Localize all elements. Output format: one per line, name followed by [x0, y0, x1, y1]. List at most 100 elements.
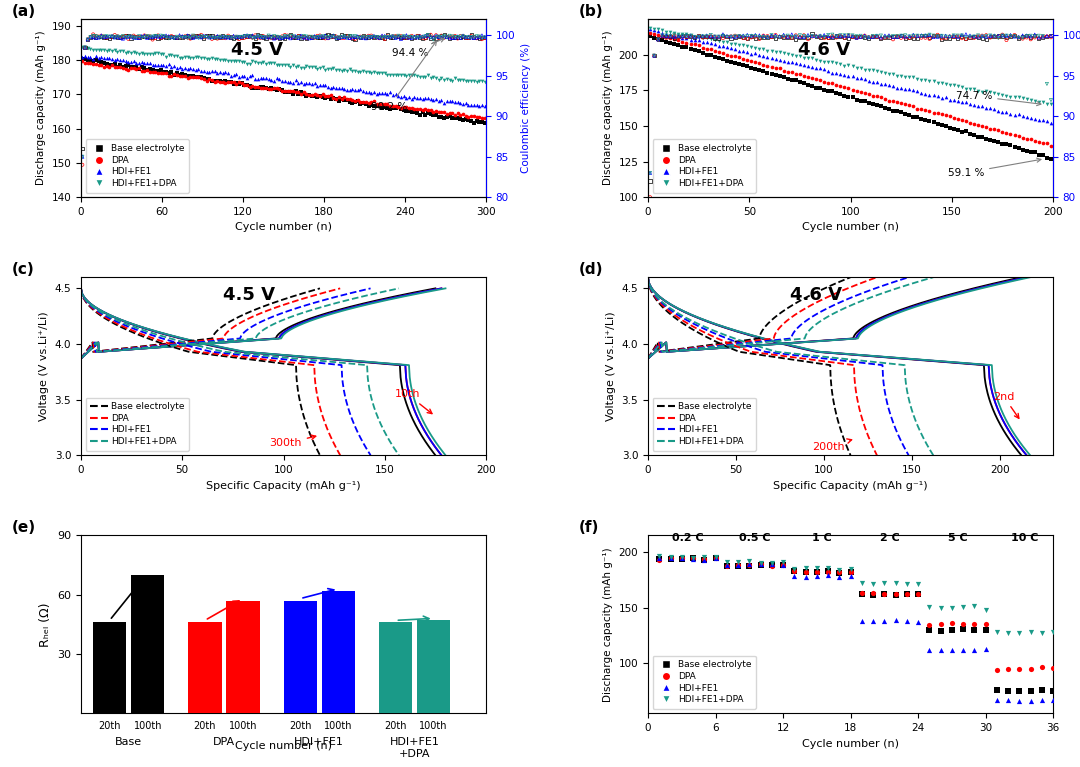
Point [419, 29, 436, 41]
Point [451, 74, 469, 87]
Point [320, 81, 337, 93]
Point [171, 31, 188, 43]
Point [154, 31, 172, 43]
Point [419, 104, 436, 116]
Point [289, 31, 307, 44]
Point [1022, 31, 1039, 44]
Point [392, 33, 409, 45]
Point [244, 31, 261, 44]
Point [779, 73, 796, 85]
Point [1035, 97, 1052, 109]
Point [136, 30, 153, 42]
Point [111, 44, 129, 57]
Point [681, 30, 699, 42]
Point [901, 84, 918, 96]
Point [795, 77, 812, 90]
Point [853, 588, 870, 600]
Point [678, 38, 696, 50]
Point [1038, 30, 1055, 42]
Point [739, 29, 756, 41]
Point [462, 110, 480, 122]
Point [957, 33, 974, 45]
Point [379, 30, 396, 42]
Point [933, 30, 950, 42]
Point [783, 28, 800, 41]
Point [322, 89, 339, 101]
Point [168, 31, 186, 43]
Point [729, 556, 746, 568]
Point [333, 32, 350, 44]
Point [411, 103, 429, 115]
Point [343, 31, 361, 44]
Point [811, 55, 828, 67]
Point [755, 31, 772, 44]
Point [260, 84, 278, 96]
Point [417, 30, 434, 42]
Point [468, 76, 485, 88]
Point [387, 102, 404, 114]
Point [727, 38, 744, 50]
Point [322, 31, 339, 44]
Point [873, 31, 890, 44]
Point [401, 105, 418, 117]
Point [698, 36, 715, 48]
Point [219, 67, 237, 80]
Point [120, 46, 137, 58]
Point [815, 29, 833, 41]
Point [460, 31, 477, 43]
Point [1042, 31, 1059, 44]
Text: 4.6 V: 4.6 V [798, 41, 850, 59]
X-axis label: Cycle number (n): Cycle number (n) [802, 222, 899, 232]
Point [698, 48, 715, 61]
Point [228, 31, 245, 43]
Text: 4.5 V: 4.5 V [222, 286, 274, 304]
Point [338, 94, 355, 107]
Point [181, 31, 199, 43]
Point [937, 32, 955, 44]
Point [471, 31, 488, 43]
Point [152, 32, 170, 44]
Point [268, 31, 285, 44]
Point [181, 52, 199, 64]
Point [730, 30, 747, 42]
Point [127, 30, 145, 42]
Point [401, 69, 418, 81]
Point [84, 30, 102, 42]
Point [961, 31, 978, 44]
Point [241, 81, 258, 93]
Point [795, 31, 812, 44]
Point [723, 50, 740, 62]
Text: 59.1 %: 59.1 % [948, 158, 1041, 178]
Point [649, 29, 666, 41]
Point [384, 69, 402, 81]
Point [406, 31, 423, 44]
Point [357, 32, 375, 44]
Point [357, 31, 375, 44]
Point [444, 30, 461, 42]
Point [746, 47, 764, 59]
Point [158, 31, 175, 43]
Point [336, 31, 353, 43]
Point [239, 79, 256, 91]
Point [309, 91, 326, 104]
Point [154, 58, 172, 71]
Point [892, 81, 909, 94]
Point [408, 29, 426, 41]
Point [104, 58, 121, 71]
Point [144, 48, 161, 60]
Point [982, 123, 999, 135]
Point [293, 61, 310, 74]
Point [1034, 627, 1051, 640]
Point [260, 83, 278, 95]
Point [397, 91, 415, 104]
Point [706, 551, 724, 563]
Point [73, 54, 91, 67]
Point [441, 107, 458, 120]
Point [1022, 133, 1039, 146]
Point [266, 32, 283, 44]
Point [966, 84, 983, 96]
Point [889, 30, 906, 42]
Point [820, 565, 837, 578]
Point [336, 94, 353, 107]
Point [141, 31, 159, 43]
